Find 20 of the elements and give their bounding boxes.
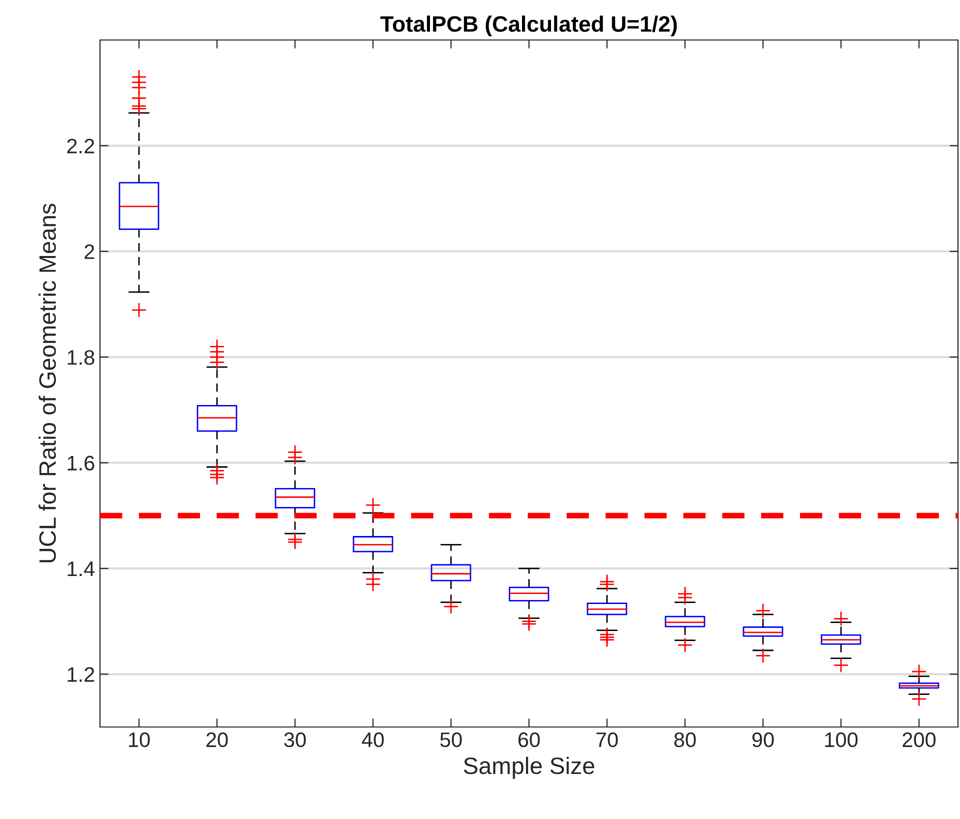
x-tick-label: 20 [206, 732, 228, 748]
y-tick-label: 1.4 [68, 562, 95, 576]
x-tick-label: 70 [596, 732, 618, 748]
x-tick-label: 50 [440, 732, 462, 748]
x-tick-label: 60 [518, 732, 540, 748]
x-tick-label: 90 [752, 732, 774, 748]
y-tick-label: 1.2 [68, 667, 94, 682]
chart-title: TotalPCB (Calculated U=1/2) [380, 16, 677, 36]
x-axis-title: Sample Size [464, 756, 594, 779]
x-tick-label: 80 [674, 732, 696, 748]
x-tick-label: 200 [902, 732, 936, 748]
y-tick-label: 1.8 [68, 350, 94, 365]
y-axis-title: UCL for Ratio of Geometric Means [38, 204, 56, 562]
y-tick-label: 2 [84, 244, 94, 259]
y-tick-label: 1.6 [68, 456, 94, 471]
x-tick-label: 30 [284, 732, 306, 748]
x-tick-label: 100 [825, 732, 858, 748]
x-tick-label: 40 [362, 732, 384, 748]
y-tick-label: 2.2 [67, 138, 94, 154]
x-tick-label: 10 [129, 732, 150, 748]
